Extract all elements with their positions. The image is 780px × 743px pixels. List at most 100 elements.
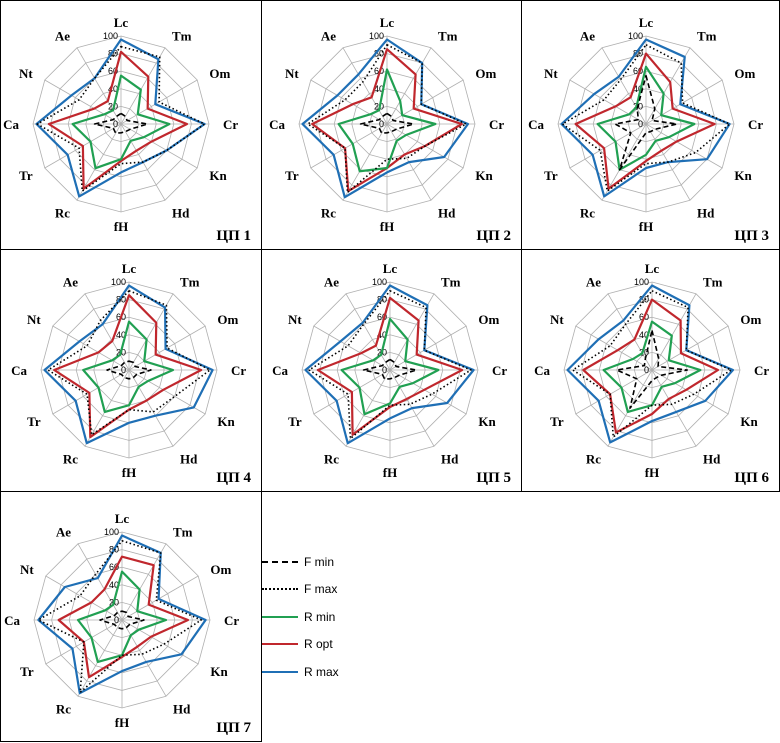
axis-label-om: Om <box>217 312 238 327</box>
axis-label-lc: Lc <box>115 511 130 526</box>
tick-label-80: 80 <box>108 49 118 59</box>
tick-label-40: 40 <box>374 84 384 94</box>
axis-label-ca: Ca <box>528 117 544 132</box>
series-f-max-line <box>571 289 732 438</box>
series-r-min-line <box>337 68 437 173</box>
tick-label-0: 0 <box>114 615 119 625</box>
axis-label-ae: Ae <box>586 275 601 290</box>
spoke-hd <box>128 369 174 447</box>
axis-label-tm: Tm <box>703 275 723 290</box>
axis-label-ca: Ca <box>4 613 20 628</box>
series-f-min-line <box>106 360 152 380</box>
axis-label-tr: Tr <box>288 414 302 429</box>
tick-label-100: 100 <box>634 277 649 287</box>
legend-swatch-f-max <box>262 588 298 590</box>
axis-label-om: Om <box>734 66 755 81</box>
axis-label-ca: Ca <box>3 117 19 132</box>
spoke-om <box>128 325 206 371</box>
spoke-tm <box>386 47 432 125</box>
axis-label-tm: Tm <box>441 275 461 290</box>
panel-title-3: ЦП 3 <box>734 228 769 244</box>
tick-label-40: 40 <box>108 84 118 94</box>
series-f-min-line <box>362 358 418 380</box>
series-r-opt-line <box>316 296 464 436</box>
axis-label-tr: Tr <box>544 168 558 183</box>
axis-label-fh: fH <box>383 465 397 480</box>
legend-item-r-min: R min <box>262 607 335 627</box>
axis-label-om: Om <box>740 312 761 327</box>
series-r-max-line <box>37 534 207 695</box>
axis-label-cr: Cr <box>754 363 769 378</box>
axis-label-hd: Hd <box>703 451 721 466</box>
axis-label-rc: Rc <box>63 451 78 466</box>
axis-label-rc: Rc <box>56 701 71 716</box>
spoke-nt <box>310 79 388 125</box>
tick-label-80: 80 <box>633 49 643 59</box>
legend-label-r-min: R min <box>304 610 336 624</box>
radar-panel-6: 0 20 40 60 80 100 Lc Tm Om Cr Kn Hd fH Rc Tr Ca Nt Ae ЦП … <box>521 249 780 492</box>
radar-panel-5: 0 20 40 60 80 100 Lc Tm Om Cr Kn Hd fH Rc Tr Ca Nt Ae ЦП … <box>261 249 522 492</box>
axis-label-tm: Tm <box>180 275 200 290</box>
series-r-min-line <box>71 74 171 170</box>
series-f-max-line <box>306 43 467 194</box>
axis-label-rc: Rc <box>321 205 336 220</box>
spoke-kn <box>651 369 729 415</box>
series-f-min-line <box>614 74 678 171</box>
series-r-max-line <box>560 38 731 198</box>
tick-label-0: 0 <box>644 365 649 375</box>
series-r-min-line <box>76 570 168 664</box>
axis-label-kn: Kn <box>734 168 752 183</box>
axis-label-tr: Tr <box>550 414 564 429</box>
spoke-om <box>386 79 464 125</box>
axis-label-nt: Nt <box>19 66 33 81</box>
axis-label-kn: Kn <box>478 414 496 429</box>
axis-label-ae: Ae <box>63 275 78 290</box>
axis-label-cr: Cr <box>223 117 238 132</box>
axis-label-fh: fH <box>114 219 128 234</box>
axis-label-tr: Tr <box>19 168 33 183</box>
tick-label-100: 100 <box>103 31 118 41</box>
spoke-kn <box>121 619 199 665</box>
series-f-max-line <box>36 45 206 192</box>
axis-label-rc: Rc <box>55 205 70 220</box>
radar-panel-3: 0 20 40 60 80 100 Lc Tm Om Cr Kn Hd fH Rc Tr Ca Nt Ae ЦП … <box>521 0 780 250</box>
spoke-tr <box>575 369 653 415</box>
axis-label-lc: Lc <box>645 261 660 276</box>
axis-label-fh: fH <box>380 219 394 234</box>
axis-label-cr: Cr <box>224 613 239 628</box>
spoke-om <box>645 79 723 125</box>
spoke-rc <box>77 619 123 697</box>
spoke-om <box>121 575 199 621</box>
legend: F min F max R min R opt R max <box>262 552 462 702</box>
axis-label-om: Om <box>209 66 230 81</box>
axis-label-tm: Tm <box>438 29 458 44</box>
axis-label-om: Om <box>478 312 499 327</box>
radar-panel-2: 0 20 40 60 80 100 Lc Tm Om Cr Kn Hd fH Rc Tr Ca Nt Ae ЦП … <box>261 0 522 250</box>
axis-label-lc: Lc <box>114 15 129 30</box>
series-r-min-line <box>596 65 696 171</box>
spoke-nt <box>45 575 123 621</box>
series-r-min-line <box>82 320 175 414</box>
axis-label-kn: Kn <box>740 414 758 429</box>
axis-label-lc: Lc <box>383 261 398 276</box>
axis-label-ae: Ae <box>321 29 336 44</box>
axis-label-nt: Nt <box>285 66 299 81</box>
panel-title-5: ЦП 5 <box>476 470 511 486</box>
tick-label-40: 40 <box>377 330 387 340</box>
tick-label-40: 40 <box>633 84 643 94</box>
tick-label-60: 60 <box>377 312 387 322</box>
axis-label-om: Om <box>210 562 231 577</box>
axis-label-nt: Nt <box>27 312 41 327</box>
panel-title-4: ЦП 4 <box>216 470 251 486</box>
series-r-opt-line <box>53 294 203 439</box>
axis-label-ca: Ca <box>269 117 285 132</box>
axis-label-tm: Tm <box>697 29 717 44</box>
spoke-hd <box>121 619 167 697</box>
axis-label-cr: Cr <box>489 117 504 132</box>
legend-item-f-min: F min <box>262 552 334 572</box>
series-r-max-line <box>304 284 475 445</box>
tick-label-0: 0 <box>379 119 384 129</box>
